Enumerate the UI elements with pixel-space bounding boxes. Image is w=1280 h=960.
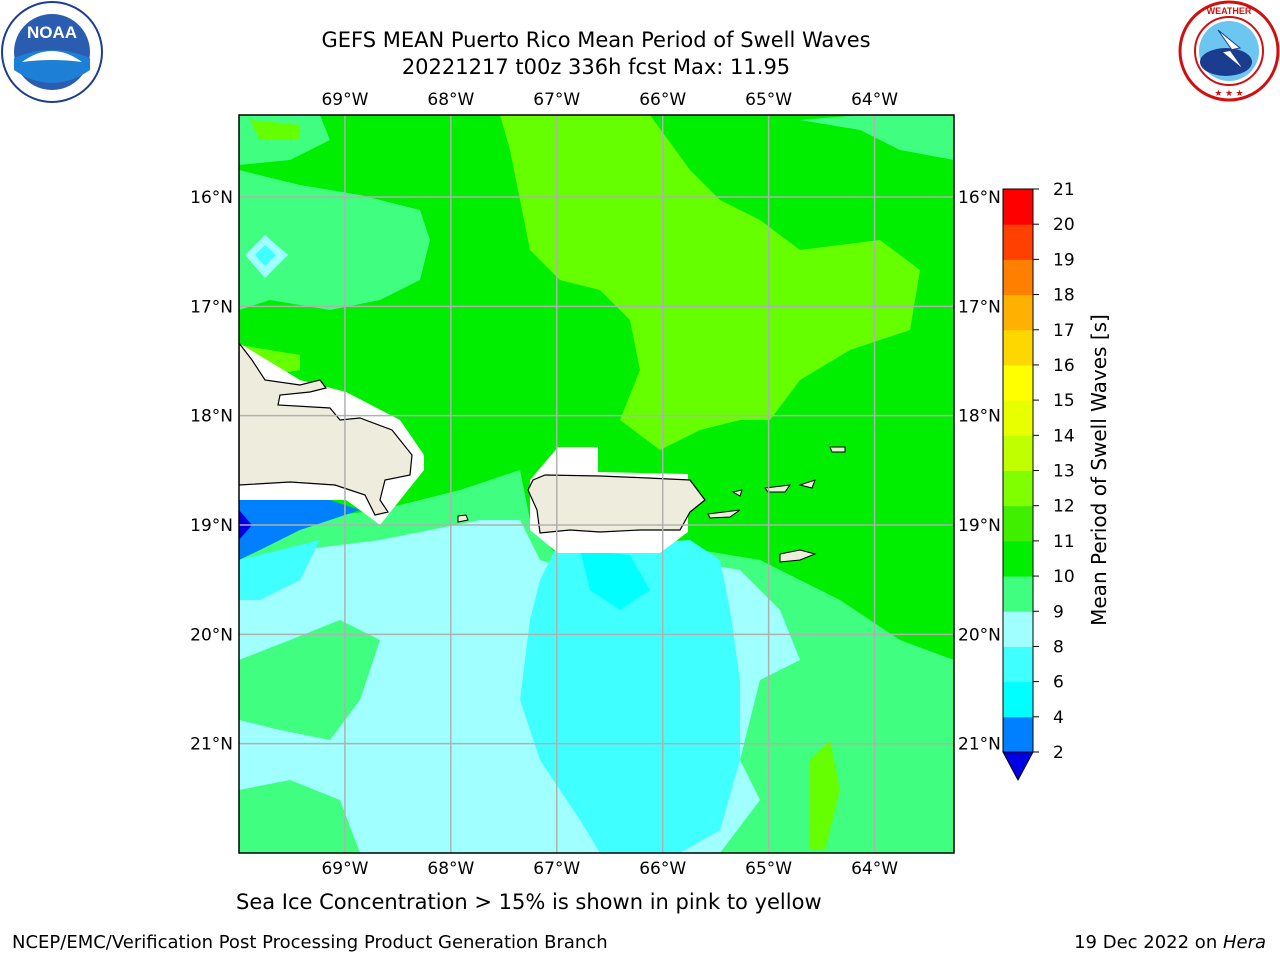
latitude-label: 21°N [190, 735, 233, 755]
colorbar-extend-arrow [1002, 751, 1034, 782]
colorbar-swatch [1003, 435, 1033, 471]
latitude-label: 20°N [958, 625, 1001, 645]
colorbar: 2 4 6 8 9 10 11 12 13 14 15 16 17 18 19 20 21 [1002, 180, 1075, 782]
longitude-label: 65°W [745, 859, 792, 879]
longitude-label: 64°W [851, 90, 898, 110]
colorbar-tick-label: 4 [1053, 708, 1064, 728]
colorbar-tick-label: 18 [1053, 286, 1075, 306]
latitude-label: 18°N [190, 407, 233, 427]
latitude-labels-right: 21°N 20°N 19°N 18°N 17°N 16°N [958, 188, 1001, 755]
latitude-label: 20°N [190, 625, 233, 645]
colorbar-swatch [1003, 646, 1033, 683]
longitude-label: 64°W [851, 859, 898, 879]
longitude-label: 69°W [321, 90, 368, 110]
nws-logo: WEATHER ★ ★ ★ [1178, 0, 1280, 102]
colorbar-swatch [1003, 505, 1033, 542]
colorbar-tick-label: 16 [1053, 356, 1075, 376]
chart-title: GEFS MEAN Puerto Rico Mean Period of Swe… [321, 28, 871, 52]
latitude-label: 21°N [958, 735, 1001, 755]
hispaniola-landmass [239, 342, 413, 516]
noaa-logo: NOAA [0, 0, 104, 104]
longitude-label: 69°W [321, 859, 368, 879]
longitude-label: 68°W [427, 90, 474, 110]
sea-ice-note: Sea Ice Concentration > 15% is shown in … [236, 890, 822, 914]
colorbar-tick-label: 19 [1053, 250, 1075, 270]
colorbar-tick-label: 11 [1053, 532, 1075, 552]
svg-text:WEATHER: WEATHER [1207, 6, 1252, 16]
colorbar-swatch [1003, 540, 1033, 577]
host-name: Hera [1222, 932, 1266, 953]
puerto-rico-landmass [527, 474, 706, 534]
longitude-label: 67°W [533, 90, 580, 110]
colorbar-tick-label: 14 [1053, 426, 1075, 446]
longitude-label: 66°W [639, 859, 686, 879]
colorbar-tick-label: 2 [1053, 743, 1064, 763]
latitude-labels-left: 21°N 20°N 19°N 18°N 17°N 16°N [190, 188, 233, 755]
colorbar-swatch [1003, 189, 1033, 225]
latitude-label: 19°N [190, 516, 233, 536]
latitude-label: 16°N [190, 188, 233, 208]
colorbar-swatch [1003, 681, 1033, 718]
colorbar-swatch [1003, 716, 1033, 753]
latitude-label: 18°N [958, 407, 1001, 427]
colorbar-tick-label: 6 [1053, 673, 1064, 693]
colorbar-tick-label: 10 [1053, 567, 1075, 587]
longitude-label: 67°W [533, 859, 580, 879]
longitude-labels-top: 69°W 68°W 67°W 66°W 65°W 64°W [321, 90, 898, 110]
graticule [239, 115, 954, 853]
latitude-label: 17°N [190, 297, 233, 317]
svg-text:★ ★ ★: ★ ★ ★ [1214, 88, 1243, 98]
colorbar-swatch [1003, 329, 1033, 366]
map-frame [238, 114, 955, 854]
colorbar-label: Mean Period of Swell Waves [s] [1087, 314, 1111, 626]
date-text: 19 Dec 2022 on [1074, 932, 1223, 953]
colorbar-swatch [1003, 224, 1033, 260]
chart-subtitle: 20221217 t00z 336h fcst Max: 11.95 [401, 55, 791, 79]
svg-text:NOAA: NOAA [27, 23, 77, 42]
colorbar-tick-label: 8 [1053, 637, 1064, 657]
generation-date: 19 Dec 2022 on Hera [1074, 932, 1266, 953]
colorbar-tick-label: 15 [1053, 391, 1075, 411]
latitude-label: 16°N [958, 188, 1001, 208]
colorbar-tick-label: 12 [1053, 497, 1075, 517]
colorbar-tick-label: 20 [1053, 215, 1075, 235]
colorbar-swatch [1003, 259, 1033, 296]
colorbar-swatch [1003, 611, 1033, 647]
longitude-label: 68°W [427, 859, 474, 879]
swell-period-field [239, 115, 954, 853]
longitude-label: 65°W [745, 90, 792, 110]
colorbar-tick-label: 17 [1053, 321, 1075, 341]
longitude-label: 66°W [639, 90, 686, 110]
colorbar-swatch [1003, 576, 1033, 612]
colorbar-swatch [1003, 294, 1033, 331]
longitude-labels-bottom: 69°W 68°W 67°W 66°W 65°W 64°W [321, 859, 898, 879]
colorbar-tick-label: 13 [1053, 462, 1075, 482]
colorbar-tick-label: 21 [1053, 180, 1075, 200]
latitude-label: 19°N [958, 516, 1001, 536]
latitude-label: 17°N [958, 297, 1001, 317]
colorbar-tick-label: 9 [1053, 602, 1064, 622]
colorbar-swatch [1003, 364, 1033, 401]
colorbar-swatch [1003, 470, 1033, 507]
colorbar-swatch [1003, 400, 1033, 436]
producer-credit: NCEP/EMC/Verification Post Processing Pr… [12, 932, 608, 953]
